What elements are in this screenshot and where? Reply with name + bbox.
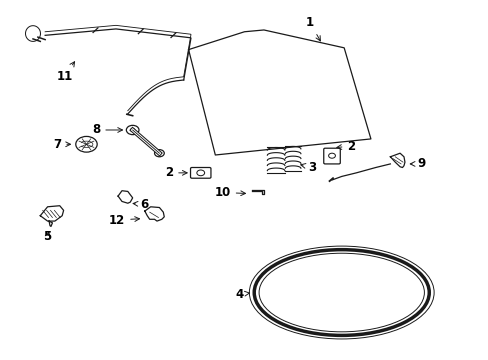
Circle shape	[76, 136, 97, 152]
Text: 8: 8	[92, 123, 122, 136]
Text: 7: 7	[53, 138, 70, 151]
Text: 6: 6	[133, 198, 149, 211]
Circle shape	[328, 153, 335, 158]
Text: 9: 9	[409, 157, 425, 170]
Text: 12: 12	[109, 213, 139, 226]
Polygon shape	[118, 191, 132, 203]
Text: 10: 10	[214, 186, 245, 199]
Polygon shape	[251, 190, 264, 194]
Text: 2: 2	[336, 140, 355, 153]
Polygon shape	[389, 153, 404, 167]
Text: 5: 5	[43, 230, 52, 243]
Text: 3: 3	[300, 161, 316, 174]
Text: 1: 1	[305, 16, 320, 41]
FancyBboxPatch shape	[323, 148, 340, 164]
Circle shape	[130, 129, 134, 131]
Polygon shape	[144, 207, 164, 221]
Text: 4: 4	[235, 288, 249, 301]
FancyBboxPatch shape	[190, 167, 210, 178]
Circle shape	[126, 125, 139, 135]
Text: 2: 2	[165, 166, 187, 179]
Polygon shape	[40, 206, 63, 221]
Text: 11: 11	[56, 62, 75, 83]
Circle shape	[197, 170, 204, 176]
Circle shape	[154, 150, 164, 157]
